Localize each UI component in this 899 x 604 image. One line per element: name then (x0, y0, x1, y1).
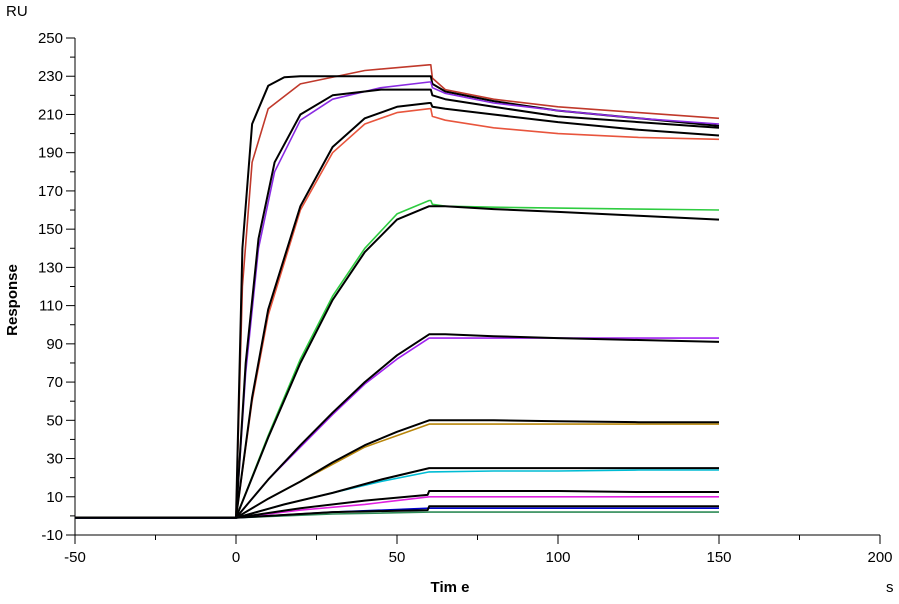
y-tick-label: 50 (46, 412, 63, 429)
sensorgram-curve-0 (75, 64, 720, 519)
x-tick-label: 0 (232, 549, 240, 566)
series-layer (75, 64, 720, 519)
y-tick-label: 190 (38, 145, 63, 162)
fit-curve-1 (75, 75, 720, 519)
y-tick-label: 230 (38, 68, 63, 85)
y-tick-label: 210 (38, 106, 63, 123)
fit-curve-11 (75, 419, 719, 519)
sensorgram-curve-4 (75, 107, 720, 519)
fit-curve-3 (75, 88, 720, 519)
y-tick-label: 250 (38, 30, 63, 47)
y-tick-label: 90 (46, 336, 63, 353)
x-tick-label: 150 (706, 549, 731, 566)
y-unit-label: RU (6, 3, 28, 20)
y-tick-label: 170 (38, 183, 63, 200)
y-tick-label: 70 (46, 374, 63, 391)
fit-curve-13 (75, 467, 719, 519)
sensorgram-curve-2 (75, 81, 720, 519)
fit-curve-5 (75, 102, 720, 519)
fit-curve-15 (75, 490, 719, 519)
axes-layer: -10 10 30 50 70 90 110 130 150 170 190 210 230 250 -50… (38, 30, 893, 566)
fit-curve-18 (75, 505, 719, 519)
y-tick-label: 150 (38, 221, 63, 238)
y-axis-title: Response (4, 264, 21, 336)
x-tick-label: 200 (867, 549, 892, 566)
x-tick-label: 100 (545, 549, 570, 566)
fit-curve-9 (75, 333, 720, 519)
x-axis-title: Tim e (431, 579, 470, 596)
y-tick-label: 10 (46, 489, 63, 506)
y-tick-label: 30 (46, 451, 63, 468)
x-tick-label: 50 (389, 549, 406, 566)
fit-curve-7 (75, 205, 720, 519)
y-tick-label: -10 (41, 527, 63, 544)
y-tick-label: 110 (39, 298, 63, 315)
x-unit-label: s (886, 579, 894, 596)
y-tick-label: 130 (38, 259, 63, 276)
sensorgram-curve-6 (75, 199, 720, 519)
x-tick-label: -50 (64, 549, 86, 566)
